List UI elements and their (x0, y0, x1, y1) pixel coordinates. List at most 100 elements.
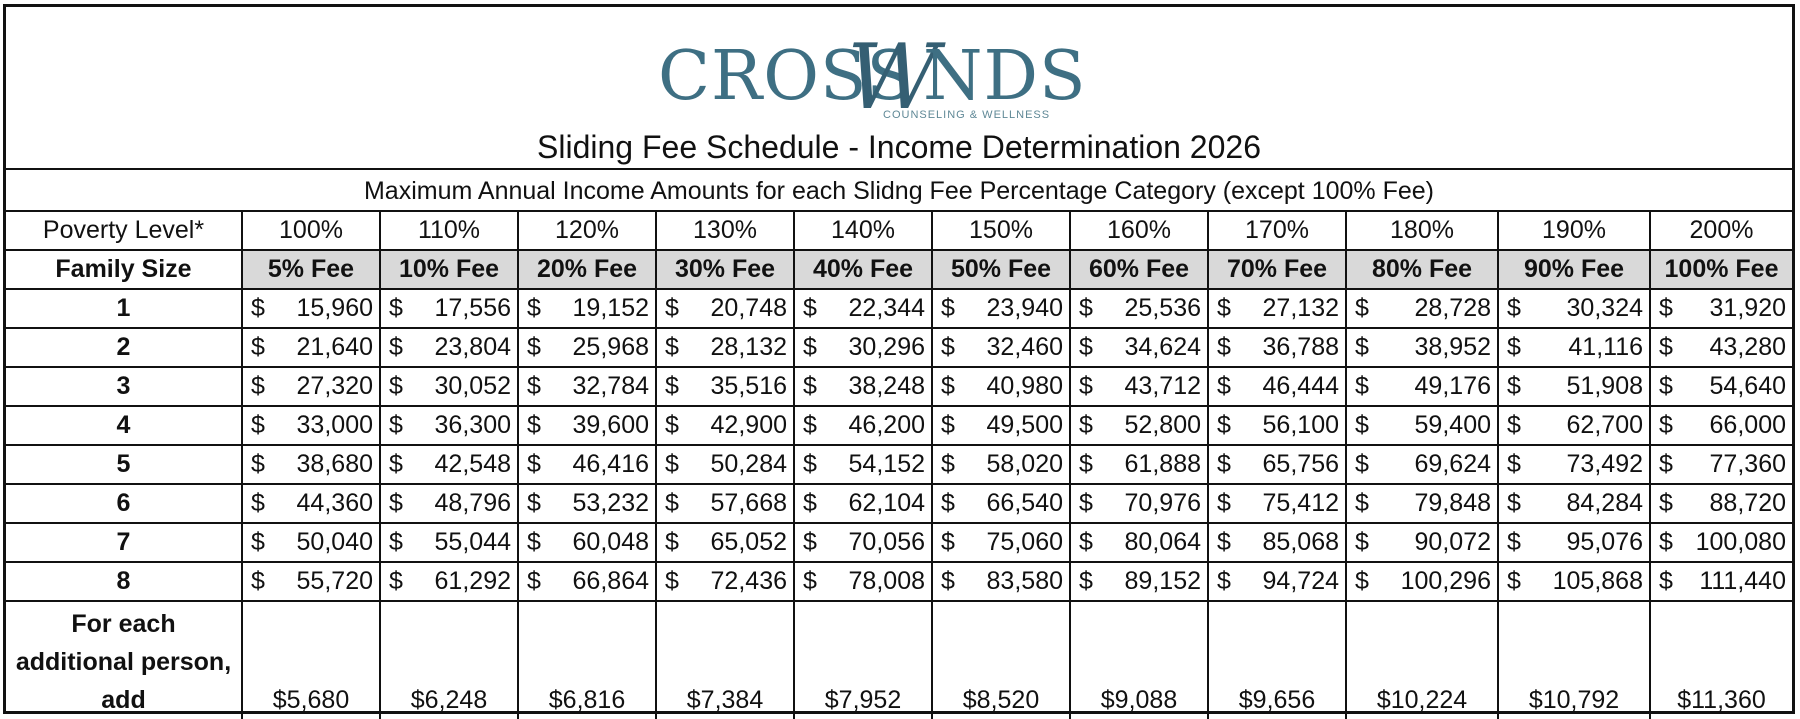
currency-symbol: $ (1507, 567, 1521, 596)
income-amount: 61,888 (1077, 450, 1201, 479)
income-amount: 53,232 (525, 489, 649, 518)
income-amount: 49,500 (939, 411, 1063, 440)
poverty-level-cell: 190% (1498, 211, 1650, 250)
income-amount: 100,296 (1353, 567, 1491, 596)
income-amount: 49,176 (1353, 372, 1491, 401)
additional-amount-cell: $9,088 (1070, 601, 1208, 719)
additional-amount-cell: $9,656 (1208, 601, 1346, 719)
income-amount: 44,360 (249, 489, 373, 518)
family-size-cell: 4 (6, 406, 242, 445)
poverty-level-row: Poverty Level* 100% 110% 120% 130% 140% 150% 1… (6, 211, 1792, 250)
income-cell: $75,060 (932, 523, 1070, 562)
currency-symbol: $ (803, 567, 817, 596)
income-amount: 52,800 (1077, 411, 1201, 440)
income-cell: $22,344 (794, 289, 932, 328)
income-cell: $30,324 (1498, 289, 1650, 328)
income-cell: $35,516 (656, 367, 794, 406)
currency-symbol: $ (1355, 528, 1369, 557)
currency-symbol: $ (527, 294, 541, 323)
income-cell: $38,952 (1346, 328, 1498, 367)
fee-header-cell: 30% Fee (656, 250, 794, 289)
page-title: Sliding Fee Schedule - Income Determinat… (6, 127, 1792, 167)
currency-symbol: $ (251, 333, 265, 362)
fee-header-cell: 100% Fee (1650, 250, 1792, 289)
income-cell: $50,284 (656, 445, 794, 484)
income-amount: 59,400 (1353, 411, 1491, 440)
income-amount: 69,624 (1353, 450, 1491, 479)
currency-symbol: $ (665, 333, 679, 362)
income-amount: 27,132 (1215, 294, 1339, 323)
logo-tagline: COUNSELING & WELLNESS (883, 109, 1050, 121)
income-amount: 83,580 (939, 567, 1063, 596)
additional-amount-cell: $5,680 (242, 601, 380, 719)
income-cell: $40,980 (932, 367, 1070, 406)
fee-header-cell: 40% Fee (794, 250, 932, 289)
currency-symbol: $ (665, 450, 679, 479)
income-amount: 33,000 (249, 411, 373, 440)
currency-symbol: $ (803, 528, 817, 557)
fee-header-cell: 60% Fee (1070, 250, 1208, 289)
income-cell: $20,748 (656, 289, 794, 328)
income-amount: 80,064 (1077, 528, 1201, 557)
currency-symbol: $ (527, 489, 541, 518)
income-amount: 111,440 (1657, 567, 1786, 596)
income-cell: $95,076 (1498, 523, 1650, 562)
income-cell: $50,040 (242, 523, 380, 562)
income-cell: $73,492 (1498, 445, 1650, 484)
currency-symbol: $ (1355, 567, 1369, 596)
currency-symbol: $ (1355, 411, 1369, 440)
currency-symbol: $ (665, 411, 679, 440)
currency-symbol: $ (527, 567, 541, 596)
income-cell: $41,116 (1498, 328, 1650, 367)
income-cell: $66,864 (518, 562, 656, 601)
income-amount: 50,040 (249, 528, 373, 557)
fee-header-cell: 5% Fee (242, 250, 380, 289)
income-amount: 39,600 (525, 411, 649, 440)
currency-symbol: $ (389, 411, 403, 440)
income-amount: 57,668 (663, 489, 787, 518)
income-cell: $80,064 (1070, 523, 1208, 562)
currency-symbol: $ (803, 489, 817, 518)
income-cell: $48,796 (380, 484, 518, 523)
income-amount: 22,344 (801, 294, 925, 323)
income-cell: $52,800 (1070, 406, 1208, 445)
income-cell: $70,976 (1070, 484, 1208, 523)
income-cell: $65,052 (656, 523, 794, 562)
currency-symbol: $ (389, 528, 403, 557)
income-cell: $53,232 (518, 484, 656, 523)
income-cell: $34,624 (1070, 328, 1208, 367)
income-amount: 32,784 (525, 372, 649, 401)
income-cell: $25,536 (1070, 289, 1208, 328)
currency-symbol: $ (1079, 489, 1093, 518)
income-amount: 35,516 (663, 372, 787, 401)
additional-amount-cell: $6,248 (380, 601, 518, 719)
income-cell: $28,132 (656, 328, 794, 367)
family-size-cell: 5 (6, 445, 242, 484)
income-cell: $56,100 (1208, 406, 1346, 445)
currency-symbol: $ (665, 372, 679, 401)
income-amount: 30,324 (1505, 294, 1643, 323)
income-amount: 94,724 (1215, 567, 1339, 596)
currency-symbol: $ (1659, 450, 1673, 479)
logo-area: CROSS W NDS COUNSELING & WELLNESS (6, 7, 1792, 125)
fee-header-cell: 10% Fee (380, 250, 518, 289)
currency-symbol: $ (1217, 489, 1231, 518)
income-amount: 79,848 (1353, 489, 1491, 518)
currency-symbol: $ (1507, 450, 1521, 479)
income-cell: $57,668 (656, 484, 794, 523)
currency-symbol: $ (1217, 411, 1231, 440)
currency-symbol: $ (1507, 333, 1521, 362)
income-cell: $51,908 (1498, 367, 1650, 406)
currency-symbol: $ (941, 489, 955, 518)
fee-header-cell: 70% Fee (1208, 250, 1346, 289)
income-cell: $39,600 (518, 406, 656, 445)
income-cell: $62,104 (794, 484, 932, 523)
currency-symbol: $ (251, 489, 265, 518)
income-amount: 85,068 (1215, 528, 1339, 557)
currency-symbol: $ (1659, 567, 1673, 596)
income-amount: 27,320 (249, 372, 373, 401)
currency-symbol: $ (1217, 567, 1231, 596)
currency-symbol: $ (1079, 333, 1093, 362)
additional-amount-cell: $10,224 (1346, 601, 1498, 719)
table-row: 6 $44,360 $48,796 $53,232 $57,668 $62,104 $66,… (6, 484, 1792, 523)
